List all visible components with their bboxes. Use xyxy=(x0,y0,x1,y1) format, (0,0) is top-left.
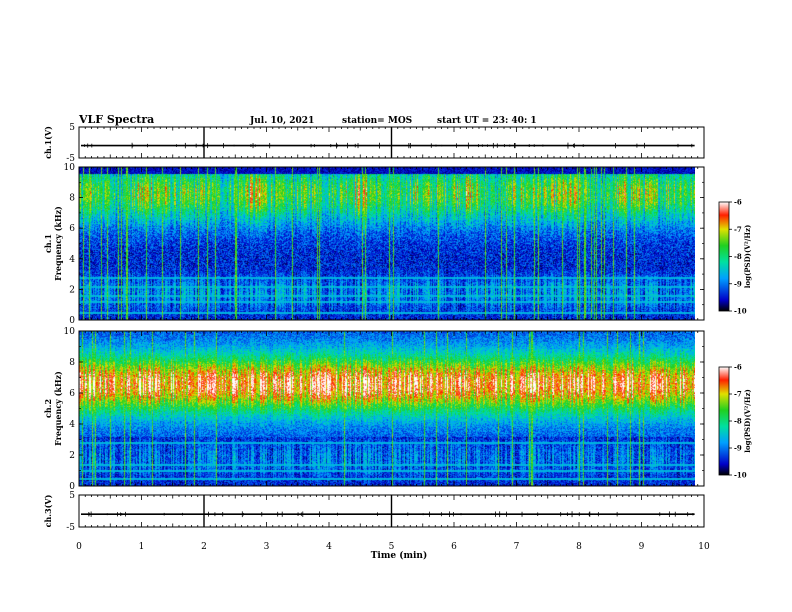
y-axis-label: ch.3(V) xyxy=(43,494,53,527)
y-tick-label: 2 xyxy=(69,451,75,461)
y-tick-label: 8 xyxy=(69,194,75,204)
x-tick-label: 6 xyxy=(451,542,457,552)
x-tick-label: 10 xyxy=(698,542,710,552)
spectrogram-image xyxy=(79,331,695,486)
x-tick-label: 0 xyxy=(76,542,82,552)
x-axis-label: Time (min) xyxy=(371,550,428,561)
colorbar-gradient xyxy=(718,201,730,312)
y-tick-label: 10 xyxy=(64,163,76,173)
colorbar-tick-label: -9 xyxy=(734,279,742,288)
y-tick-label: 4 xyxy=(69,255,75,265)
colorbar-label: log(PSD)(V²/Hz) xyxy=(743,389,752,453)
header-start-time: start UT = 23: 40: 1 xyxy=(437,116,537,126)
x-tick-label: 4 xyxy=(326,542,332,552)
y-tick-label: 8 xyxy=(69,358,75,368)
x-tick-label: 7 xyxy=(514,542,520,552)
x-tick-label: 3 xyxy=(264,542,270,552)
ch1-colorbar: -6 -7 -8 -9 -10 log(PSD)(V²/Hz) xyxy=(718,198,752,316)
x-tick-label: 5 xyxy=(389,542,395,552)
y-tick-label: 6 xyxy=(69,224,75,234)
y-tick-label: 4 xyxy=(69,420,75,430)
x-tick-label: 8 xyxy=(576,542,582,552)
y-tick-label: 2 xyxy=(69,285,75,295)
colorbar-tick-label: -10 xyxy=(734,471,747,480)
y-axis-label: Frequency (kHz) xyxy=(53,206,63,281)
time-axis: 0 1 2 3 4 5 6 7 8 9 10 xyxy=(76,542,710,552)
panel-channel-label: ch.1 xyxy=(43,234,53,253)
colorbar-tick-label: -10 xyxy=(734,307,747,316)
y-axis-label: ch.1(V) xyxy=(43,126,53,159)
ch1-waveform-panel: 5 -5 ch.1(V) xyxy=(43,123,705,164)
colorbar-tick-label: -7 xyxy=(734,225,742,234)
y-tick-label: -5 xyxy=(66,523,75,533)
ch2-spectrogram-panel: 0 2 4 6 8 10 ch.2 Frequency (kHz) xyxy=(43,327,705,492)
figure-title: VLF Spectra xyxy=(78,113,154,126)
x-tick-label: 1 xyxy=(139,542,145,552)
spectrogram-image xyxy=(79,167,695,320)
ch1-spectrogram-panel: 0 2 4 6 8 10 ch.1 Frequency (kHz) xyxy=(43,163,705,326)
y-tick-label: -5 xyxy=(66,154,75,164)
x-tick-label: 2 xyxy=(201,542,207,552)
y-tick-label: 5 xyxy=(69,123,75,133)
colorbar-tick-label: -6 xyxy=(734,363,742,372)
colorbar-gradient xyxy=(718,366,730,476)
colorbar-tick-label: -8 xyxy=(734,417,742,426)
header-date: Jul. 10, 2021 xyxy=(249,116,314,126)
y-tick-label: 5 xyxy=(69,491,75,501)
panel-channel-label: ch.2 xyxy=(43,399,53,418)
y-tick-label: 0 xyxy=(69,316,75,326)
y-tick-label: 0 xyxy=(69,482,75,492)
x-tick-label: 9 xyxy=(639,542,645,552)
colorbar-tick-label: -9 xyxy=(734,444,742,453)
colorbar-label: log(PSD)(V²/Hz) xyxy=(743,225,752,289)
y-tick-label: 6 xyxy=(69,389,75,399)
y-axis-label: Frequency (kHz) xyxy=(53,371,63,446)
colorbar-tick-label: -7 xyxy=(734,390,742,399)
colorbar-tick-label: -6 xyxy=(734,198,742,207)
y-tick-label: 10 xyxy=(64,327,76,337)
colorbar-tick-label: -8 xyxy=(734,252,742,261)
ch3-waveform-panel: 5 -5 ch.3(V) xyxy=(43,491,705,533)
ch2-colorbar: -6 -7 -8 -9 -10 log(PSD)(V²/Hz) xyxy=(718,363,752,480)
header-station: station= MOS xyxy=(342,116,412,126)
